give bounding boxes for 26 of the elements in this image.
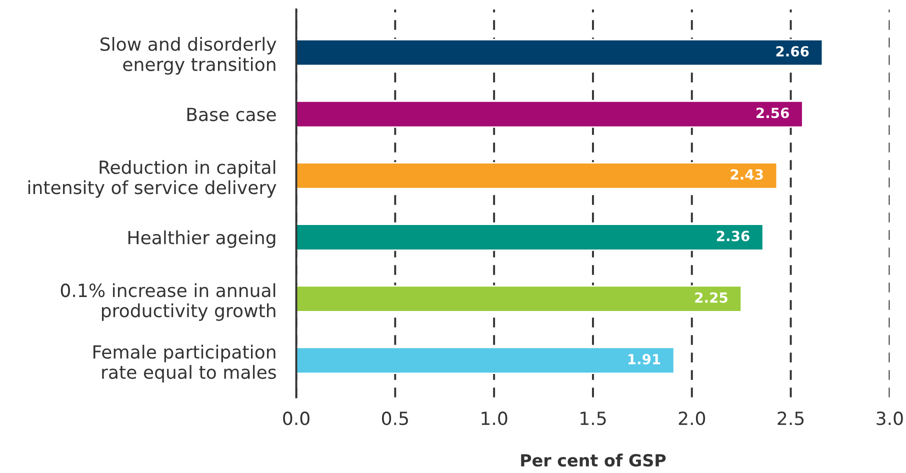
y-tick-label: 0.1% increase in annual productivity growth: [60, 283, 276, 321]
y-tick-label: Female participation rate equal to males: [93, 344, 276, 382]
data-label: 2.43: [730, 169, 763, 180]
x-tick-label: 0.5: [382, 412, 408, 426]
bar: [296, 224, 764, 251]
data-label: 2.66: [776, 46, 809, 57]
x-tick-label: 2.0: [678, 412, 706, 426]
bar: [296, 346, 675, 374]
y-tick-label: Healthier ageing: [128, 230, 276, 248]
y-tick-label: Reduction in capital intensity of service delivery: [28, 160, 276, 198]
y-tick-label: Slow and disorderly energy transition: [100, 36, 276, 75]
bar: [296, 162, 778, 190]
y-tick-label: Base case: [187, 108, 276, 122]
x-tick-label: 0.0: [283, 412, 310, 426]
bar: [296, 38, 824, 66]
x-tick-label: 1.5: [580, 412, 606, 426]
bar: [296, 285, 742, 312]
bar: [296, 100, 804, 128]
data-label: 2.36: [716, 230, 750, 242]
x-tick-label: 3.0: [876, 412, 903, 426]
x-tick-label: 1.0: [482, 412, 508, 426]
data-label: 2.25: [695, 292, 728, 303]
x-tick-label: 2.5: [778, 412, 804, 426]
data-label: 1.91: [628, 354, 660, 364]
x-axis-title: Per cent of GSP: [521, 454, 666, 467]
data-label: 2.56: [756, 108, 789, 118]
